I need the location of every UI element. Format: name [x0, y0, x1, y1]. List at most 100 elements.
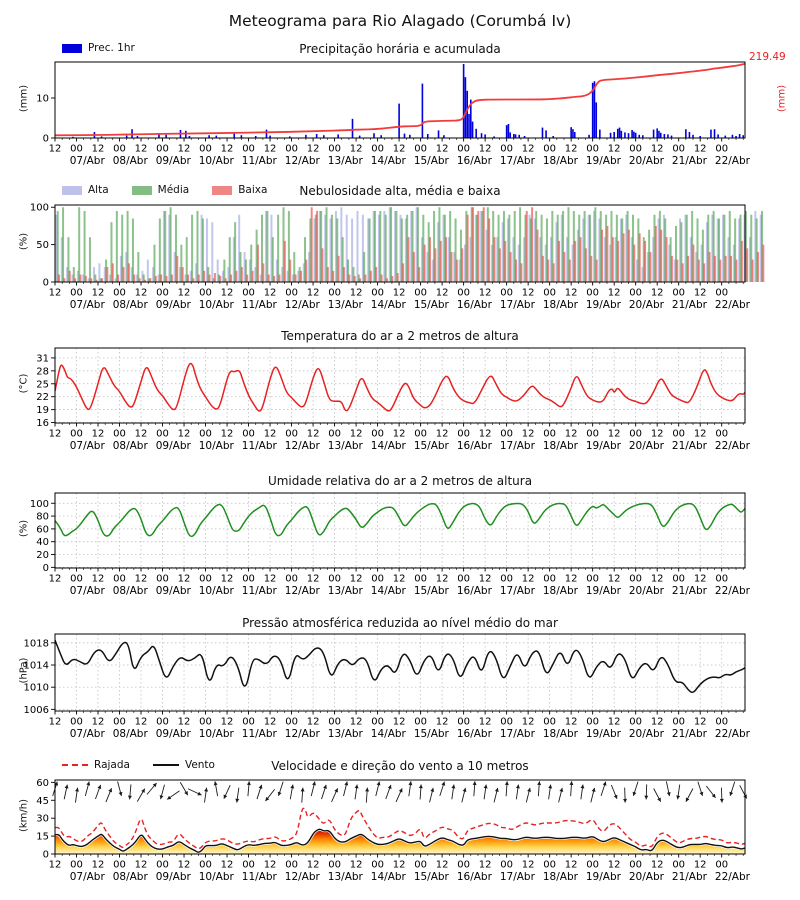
svg-text:19: 19 [36, 405, 49, 416]
svg-text:12: 12 [221, 429, 234, 440]
svg-text:15/Abr: 15/Abr [414, 299, 450, 311]
svg-text:00: 00 [328, 144, 341, 155]
svg-text:22/Abr: 22/Abr [715, 728, 751, 740]
svg-text:00: 00 [629, 574, 642, 585]
svg-text:00: 00 [414, 144, 427, 155]
svg-text:12: 12 [694, 860, 707, 871]
svg-text:00: 00 [715, 288, 728, 299]
svg-text:00: 00 [70, 144, 83, 155]
svg-text:12: 12 [307, 144, 320, 155]
svg-text:12: 12 [436, 574, 449, 585]
svg-text:15/Abr: 15/Abr [414, 440, 450, 452]
svg-text:12/Abr: 12/Abr [285, 299, 321, 311]
svg-text:00: 00 [70, 429, 83, 440]
svg-text:0: 0 [43, 850, 49, 861]
svg-text:12: 12 [651, 717, 664, 728]
svg-text:16/Abr: 16/Abr [457, 728, 493, 740]
svg-text:12: 12 [565, 860, 578, 871]
clouds-legend: Alta Média Baixa [62, 184, 283, 196]
svg-text:12: 12 [436, 288, 449, 299]
svg-text:17/Abr: 17/Abr [500, 440, 536, 452]
svg-text:00: 00 [543, 574, 556, 585]
svg-text:12: 12 [350, 860, 363, 871]
svg-text:12: 12 [49, 429, 62, 440]
svg-text:07/Abr: 07/Abr [70, 728, 106, 740]
svg-text:12: 12 [264, 860, 277, 871]
svg-text:12: 12 [694, 288, 707, 299]
svg-text:00: 00 [414, 860, 427, 871]
svg-text:00: 00 [715, 429, 728, 440]
svg-text:100: 100 [30, 499, 49, 510]
svg-text:12: 12 [522, 144, 535, 155]
svg-text:12: 12 [178, 860, 191, 871]
svg-text:00: 00 [199, 429, 212, 440]
panel-pressure: 1006 1010 1014 1018 12 00 12 00 12 00 12 00 12 00 12 00… [24, 633, 751, 740]
svg-text:12: 12 [49, 288, 62, 299]
svg-text:00: 00 [199, 860, 212, 871]
svg-text:18/Abr: 18/Abr [543, 728, 579, 740]
svg-text:12: 12 [135, 429, 148, 440]
svg-text:09/Abr: 09/Abr [156, 155, 192, 167]
svg-text:10/Abr: 10/Abr [199, 155, 235, 167]
svg-text:12: 12 [264, 574, 277, 585]
svg-text:00: 00 [586, 860, 599, 871]
svg-text:12: 12 [522, 429, 535, 440]
svg-text:00: 00 [672, 429, 685, 440]
svg-text:12: 12 [135, 860, 148, 871]
svg-text:00: 00 [199, 717, 212, 728]
svg-text:09/Abr: 09/Abr [156, 728, 192, 740]
svg-text:12: 12 [92, 288, 105, 299]
svg-text:10: 10 [36, 94, 49, 105]
svg-text:12: 12 [92, 717, 105, 728]
panel-temperature: 16 19 22 25 28 31 12 00 12 00 12 00 12 00 12 00 12 00 12 00… [36, 347, 751, 452]
svg-text:00: 00 [586, 717, 599, 728]
svg-text:00: 00 [500, 144, 513, 155]
svg-text:12: 12 [436, 860, 449, 871]
panel-title-wind: Velocidade e direção do vento a 10 metro… [271, 759, 529, 773]
svg-text:00: 00 [500, 288, 513, 299]
svg-text:14/Abr: 14/Abr [371, 299, 407, 311]
svg-text:21/Abr: 21/Abr [672, 299, 708, 311]
svg-text:22/Abr: 22/Abr [715, 155, 751, 167]
alta-swatch-icon [62, 185, 82, 195]
svg-text:12/Abr: 12/Abr [285, 155, 321, 167]
svg-text:00: 00 [715, 144, 728, 155]
svg-text:12: 12 [221, 288, 234, 299]
svg-text:00: 00 [113, 429, 126, 440]
svg-text:21/Abr: 21/Abr [672, 440, 708, 452]
svg-text:40: 40 [36, 537, 49, 548]
svg-text:12: 12 [221, 144, 234, 155]
svg-text:12: 12 [565, 144, 578, 155]
svg-text:00: 00 [414, 288, 427, 299]
svg-text:00: 00 [371, 288, 384, 299]
svg-text:21/Abr: 21/Abr [672, 728, 708, 740]
svg-text:18/Abr: 18/Abr [543, 155, 579, 167]
svg-text:10/Abr: 10/Abr [199, 440, 235, 452]
svg-text:50: 50 [36, 240, 49, 251]
svg-text:07/Abr: 07/Abr [70, 440, 106, 452]
svg-text:10/Abr: 10/Abr [199, 299, 235, 311]
svg-text:16: 16 [36, 418, 49, 429]
svg-text:19/Abr: 19/Abr [586, 871, 622, 883]
svg-text:00: 00 [500, 574, 513, 585]
svg-text:15: 15 [36, 832, 49, 843]
svg-text:12: 12 [479, 860, 492, 871]
svg-text:12: 12 [608, 144, 621, 155]
svg-text:00: 00 [242, 860, 255, 871]
svg-text:13/Abr: 13/Abr [328, 728, 364, 740]
svg-text:00: 00 [156, 144, 169, 155]
svg-text:12: 12 [694, 717, 707, 728]
svg-text:09/Abr: 09/Abr [156, 871, 192, 883]
svg-text:00: 00 [70, 288, 83, 299]
svg-text:00: 00 [156, 574, 169, 585]
svg-text:12: 12 [135, 144, 148, 155]
svg-text:12: 12 [393, 860, 406, 871]
legend-label-alta: Alta [88, 184, 109, 196]
svg-text:1014: 1014 [24, 661, 49, 672]
svg-text:00: 00 [371, 144, 384, 155]
svg-text:09/Abr: 09/Abr [156, 299, 192, 311]
svg-text:00: 00 [543, 717, 556, 728]
svg-text:00: 00 [672, 717, 685, 728]
svg-text:21/Abr: 21/Abr [672, 155, 708, 167]
svg-text:12: 12 [135, 574, 148, 585]
